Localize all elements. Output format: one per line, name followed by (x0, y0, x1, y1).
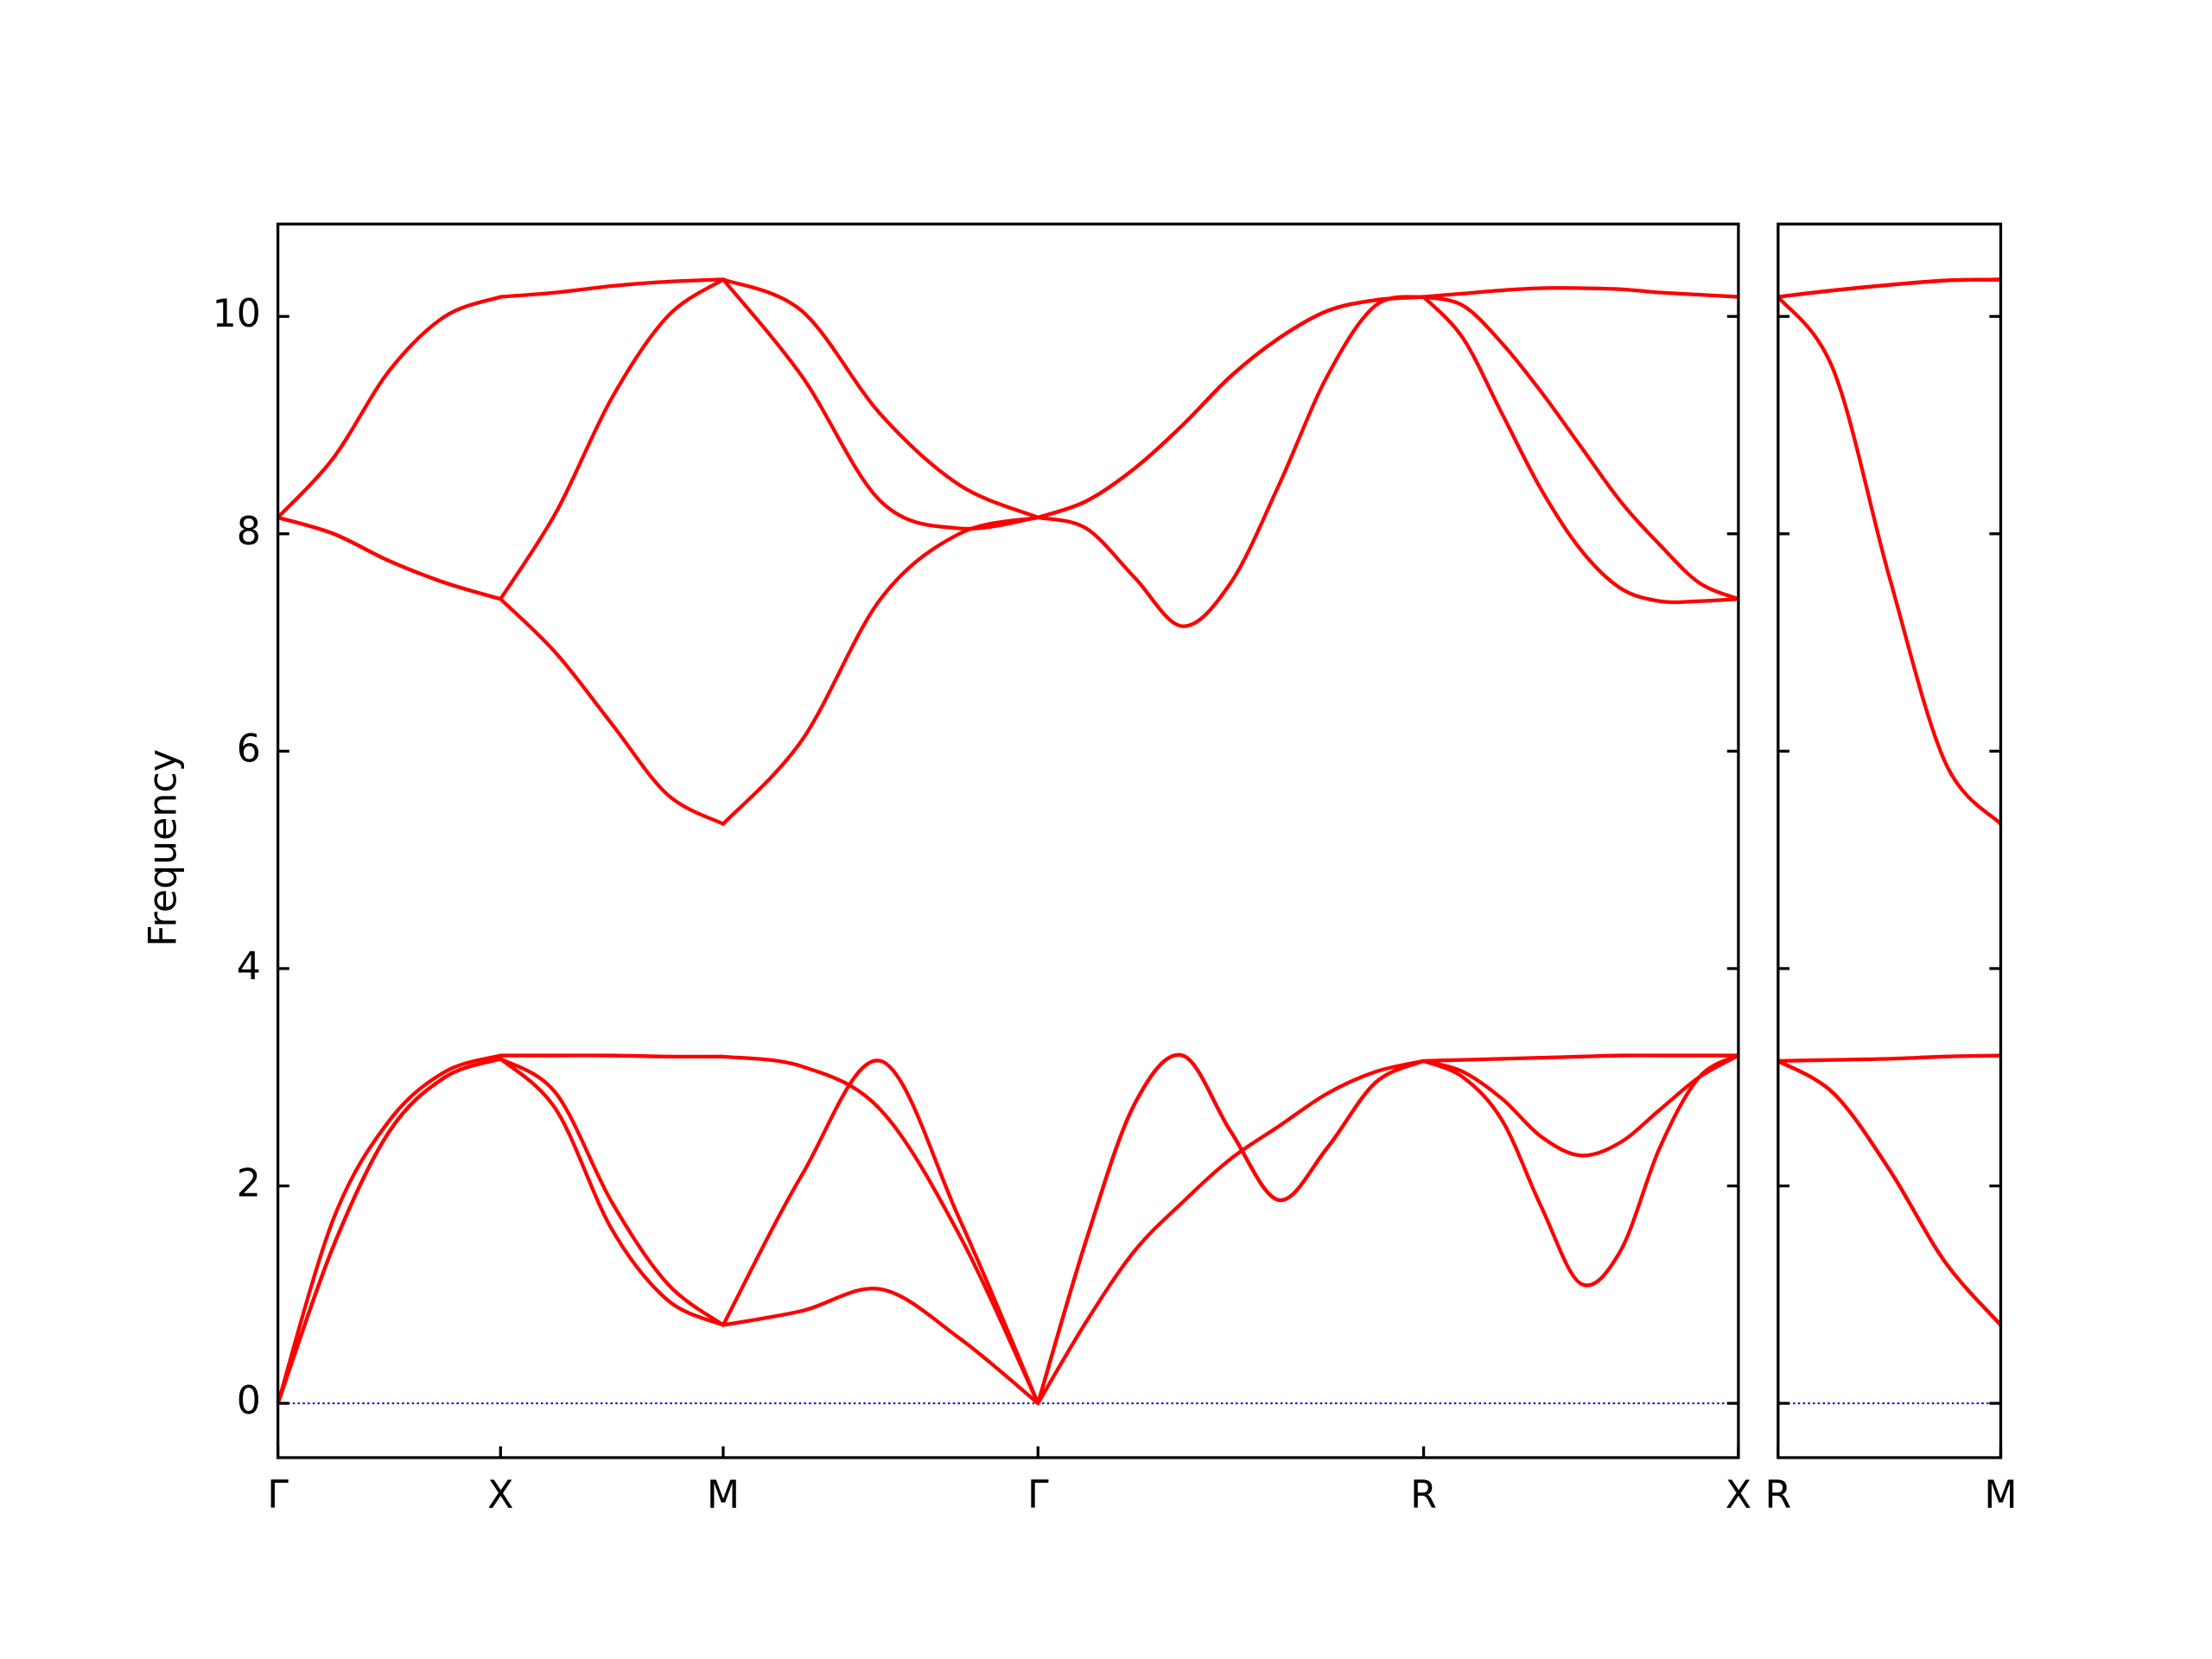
y-tick-label: 8 (237, 510, 261, 554)
x-tick-label: M (707, 1473, 740, 1517)
y-tick-label: 6 (237, 727, 261, 771)
y-tick-label: 4 (237, 944, 261, 988)
band-line (1777, 296, 2003, 826)
band-line (1777, 1053, 2001, 1063)
x-tick-label: Γ (267, 1473, 289, 1517)
x-tick-label: X (1726, 1473, 1751, 1517)
y-tick-label: 2 (237, 1162, 261, 1206)
plot-frame (1777, 222, 2003, 1459)
band-line (1777, 277, 2001, 299)
y-axis-label: Frequency (141, 749, 185, 947)
x-tick-label: M (1984, 1473, 2017, 1517)
band-line (277, 295, 1739, 826)
x-tick-label: X (487, 1473, 513, 1517)
y-tick-label: 10 (213, 292, 261, 336)
plot-frame (276, 222, 1740, 1459)
x-tick-label: Γ (1027, 1473, 1049, 1517)
x-tick-label: R (1764, 1473, 1791, 1517)
y-tick-label: 0 (237, 1379, 261, 1423)
x-tick-label: R (1410, 1473, 1437, 1517)
band-line (276, 277, 1739, 520)
band-line (1777, 1058, 2003, 1326)
band-line (276, 1052, 1738, 1406)
